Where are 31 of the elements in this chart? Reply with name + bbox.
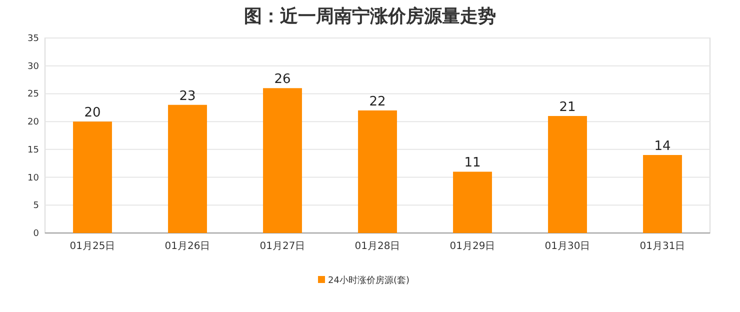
y-tick-label: 5 — [33, 201, 39, 212]
data-label: 26 — [274, 72, 291, 88]
x-tick-label: 01月25日 — [70, 241, 116, 252]
bar — [548, 116, 587, 233]
x-tick-label: 01月28日 — [354, 241, 400, 252]
data-label: 20 — [84, 106, 101, 121]
bar — [453, 172, 492, 233]
data-label: 21 — [559, 100, 576, 115]
x-tick-label: 01月29日 — [450, 241, 496, 252]
data-label: 14 — [654, 139, 671, 154]
y-tick-label: 0 — [33, 229, 40, 239]
bar — [643, 155, 682, 233]
bar — [73, 122, 112, 233]
y-tick-label: 20 — [28, 118, 40, 128]
chart-title: 图：近一周南宁涨价房源量走势 — [244, 6, 496, 27]
bar — [358, 110, 397, 233]
x-tick-label: 01月31日 — [640, 241, 686, 252]
y-tick-label: 35 — [28, 34, 39, 44]
data-label: 11 — [464, 156, 481, 171]
y-tick-label: 15 — [28, 145, 39, 156]
legend-label: 24小时涨价房源(套) — [328, 275, 410, 286]
x-tick-label: 01月27日 — [260, 241, 306, 252]
data-label: 23 — [179, 88, 196, 104]
data-label: 22 — [369, 94, 386, 110]
y-tick-label: 30 — [28, 62, 40, 72]
x-tick-label: 01月30日 — [544, 241, 590, 252]
y-tick-label: 25 — [28, 90, 39, 100]
bar — [168, 104, 207, 233]
x-tick-label: 01月26日 — [164, 241, 210, 252]
bar — [263, 88, 302, 233]
y-tick-label: 10 — [28, 173, 40, 184]
